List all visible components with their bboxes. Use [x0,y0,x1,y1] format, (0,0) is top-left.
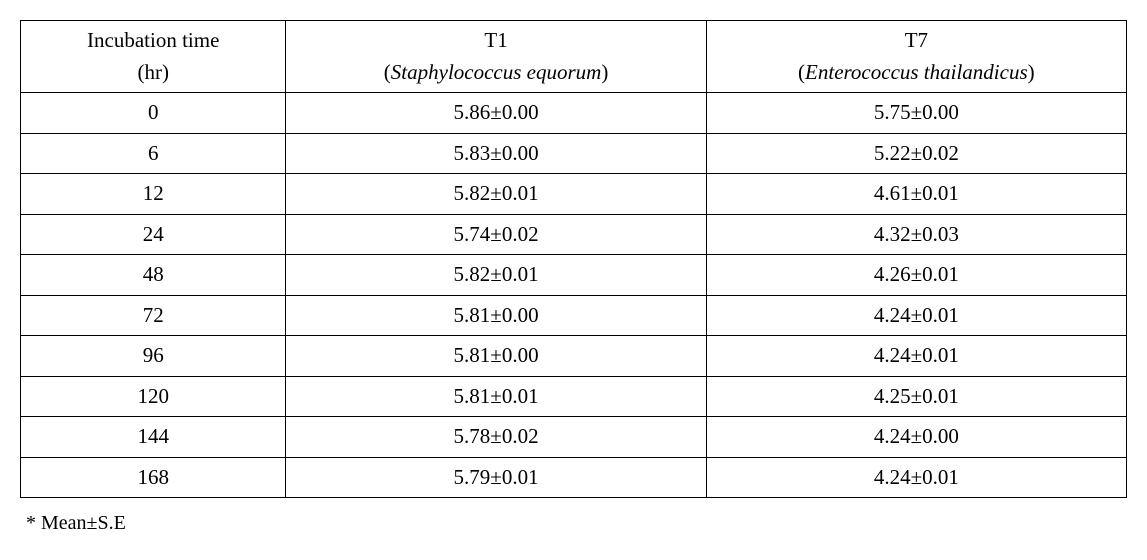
cell-t7: 4.32±0.03 [706,214,1126,255]
table-body: 05.86±0.005.75±0.0065.83±0.005.22±0.0212… [21,93,1127,498]
table-row: 65.83±0.005.22±0.02 [21,133,1127,174]
paren-open: ( [384,60,391,84]
table-row: 1445.78±0.024.24±0.00 [21,417,1127,458]
cell-t7: 4.24±0.01 [706,295,1126,336]
footnote: * Mean±S.E [20,512,1127,535]
cell-t1: 5.78±0.02 [286,417,706,458]
cell-time: 120 [21,376,286,417]
cell-t7: 4.24±0.01 [706,457,1126,498]
table-row: 965.81±0.004.24±0.01 [21,336,1127,377]
col-header-t7-bottom: (Enterococcus thailandicus) [706,57,1126,93]
cell-time: 96 [21,336,286,377]
table-row: 245.74±0.024.32±0.03 [21,214,1127,255]
cell-t7: 4.25±0.01 [706,376,1126,417]
col-header-time-bottom: (hr) [21,57,286,93]
cell-time: 12 [21,174,286,215]
cell-t7: 4.24±0.01 [706,336,1126,377]
cell-t7: 4.61±0.01 [706,174,1126,215]
cell-t1: 5.82±0.01 [286,174,706,215]
cell-t1: 5.79±0.01 [286,457,706,498]
cell-t7: 4.26±0.01 [706,255,1126,296]
cell-t7: 5.22±0.02 [706,133,1126,174]
species-t1: Staphylococcus equorum [391,60,602,84]
cell-t1: 5.81±0.00 [286,295,706,336]
col-header-t1-bottom: (Staphylococcus equorum) [286,57,706,93]
table-row: 125.82±0.014.61±0.01 [21,174,1127,215]
col-header-time-top: Incubation time [21,21,286,57]
paren-close: ) [1028,60,1035,84]
col-header-t7-top: T7 [706,21,1126,57]
table-row: 725.81±0.004.24±0.01 [21,295,1127,336]
cell-t1: 5.86±0.00 [286,93,706,134]
cell-t1: 5.81±0.01 [286,376,706,417]
cell-t7: 4.24±0.00 [706,417,1126,458]
cell-time: 72 [21,295,286,336]
paren-open: ( [798,60,805,84]
cell-time: 6 [21,133,286,174]
data-table: Incubation time T1 T7 (hr) (Staphylococc… [20,20,1127,498]
paren-close: ) [601,60,608,84]
cell-t1: 5.82±0.01 [286,255,706,296]
table-row: 1205.81±0.014.25±0.01 [21,376,1127,417]
col-header-t1-top: T1 [286,21,706,57]
cell-t1: 5.83±0.00 [286,133,706,174]
cell-t1: 5.81±0.00 [286,336,706,377]
table-row: 05.86±0.005.75±0.00 [21,93,1127,134]
cell-t1: 5.74±0.02 [286,214,706,255]
header-row-top: Incubation time T1 T7 [21,21,1127,57]
table-row: 1685.79±0.014.24±0.01 [21,457,1127,498]
table-row: 485.82±0.014.26±0.01 [21,255,1127,296]
cell-t7: 5.75±0.00 [706,93,1126,134]
table-container: Incubation time T1 T7 (hr) (Staphylococc… [20,20,1127,535]
cell-time: 144 [21,417,286,458]
species-t7: Enterococcus thailandicus [805,60,1028,84]
header-row-bottom: (hr) (Staphylococcus equorum) (Enterococ… [21,57,1127,93]
cell-time: 48 [21,255,286,296]
cell-time: 24 [21,214,286,255]
cell-time: 0 [21,93,286,134]
cell-time: 168 [21,457,286,498]
